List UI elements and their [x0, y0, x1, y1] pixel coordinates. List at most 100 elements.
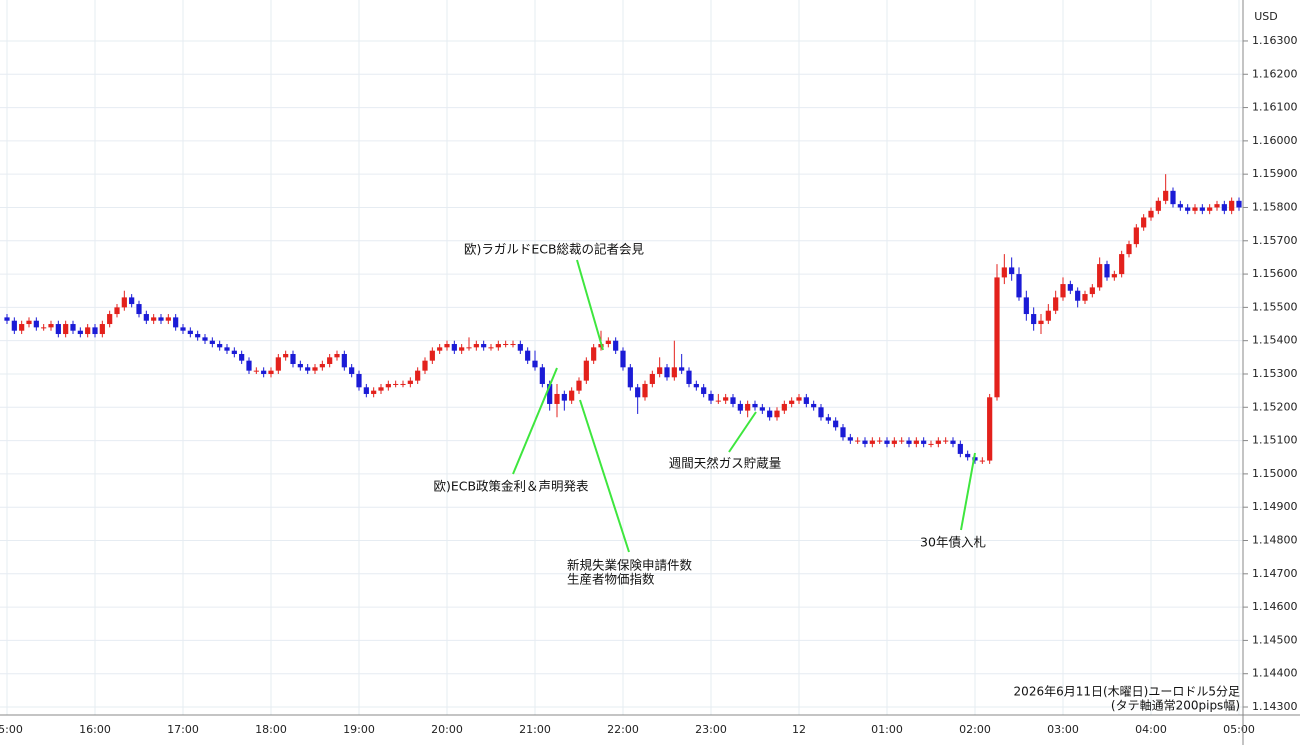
candle-body [737, 403, 743, 411]
candle-body [539, 367, 545, 384]
candle-body [1221, 204, 1227, 211]
candle-body [554, 393, 560, 404]
candle-body [1214, 204, 1220, 208]
candle-body [378, 387, 384, 391]
candle-body [1111, 274, 1117, 278]
candle-body [107, 314, 113, 325]
candle-body [473, 344, 479, 348]
x-tick-label: 22:00 [607, 723, 639, 736]
candle-body [664, 367, 670, 378]
candle-body [187, 330, 193, 335]
x-tick-label: 02:00 [959, 723, 991, 736]
candle-body [41, 327, 47, 329]
candle-body [217, 344, 223, 348]
candle-body [935, 440, 941, 444]
y-tick-label: 1.16200 [1252, 67, 1298, 80]
candle-body [847, 437, 853, 441]
candle-body [173, 317, 179, 328]
candle-body [92, 327, 98, 335]
candle-body [891, 440, 897, 444]
candle-body [19, 324, 25, 331]
y-tick-label: 1.14400 [1252, 667, 1298, 680]
candle-body [583, 360, 589, 381]
y-tick-label: 1.15700 [1252, 234, 1298, 247]
candle-body [569, 390, 575, 401]
y-tick-label: 1.14600 [1252, 600, 1298, 613]
candle-body [759, 407, 765, 411]
candle-body [1155, 200, 1161, 211]
candle-body [730, 397, 736, 404]
annotation: 欧)ECB政策金利＆声明発表 [433, 479, 589, 494]
candle-body [620, 350, 626, 368]
candle-body [1185, 207, 1191, 211]
candle-body [649, 373, 655, 384]
x-tick-label: 15:00 [0, 723, 23, 736]
candle-body [701, 387, 707, 394]
candle-body [627, 367, 633, 388]
candle-body [613, 340, 619, 351]
footnote: (タテ軸通常200pips幅) [1111, 698, 1240, 713]
candle-body [767, 410, 773, 418]
candle-body [1133, 227, 1139, 245]
candle-body [840, 427, 846, 438]
candle-body [129, 297, 135, 305]
candle-body [855, 440, 861, 442]
x-tick-label: 05:00 [1223, 723, 1255, 736]
candle-body [495, 344, 501, 348]
candle-body [261, 370, 267, 374]
candle-body [818, 407, 824, 418]
candle-body [1236, 200, 1242, 208]
y-tick-label: 1.15600 [1252, 267, 1298, 280]
candle-body [1075, 290, 1081, 301]
candle-body [400, 383, 406, 385]
x-tick-label: 17:00 [167, 723, 199, 736]
candle-body [407, 380, 413, 384]
candle-body [965, 453, 971, 458]
candle-body [253, 370, 259, 372]
candle-body [532, 360, 538, 368]
candle-body [1163, 190, 1169, 201]
candle-body [1229, 200, 1235, 211]
candle-body [121, 297, 127, 308]
candle-body [1207, 207, 1213, 211]
y-tick-label: 1.14900 [1252, 500, 1298, 513]
x-tick-label: 23:00 [695, 723, 727, 736]
candle-body [1192, 207, 1198, 211]
y-tick-label: 1.15500 [1252, 300, 1298, 313]
annotation-line [576, 259, 604, 351]
candle-body [693, 383, 699, 388]
candle-body [1053, 297, 1059, 311]
candle-body [481, 344, 487, 348]
candle-body [283, 354, 289, 358]
candle-body [789, 400, 795, 404]
candle-body [642, 383, 648, 398]
candle-body [422, 360, 428, 371]
candle-body [327, 357, 333, 364]
candle-body [195, 334, 201, 338]
candle-body [825, 417, 831, 421]
candle-body [4, 317, 10, 321]
candle-body [158, 317, 164, 321]
candle-body [979, 460, 985, 462]
candle-body [862, 440, 868, 444]
candle-body [803, 397, 809, 404]
candle-body [437, 347, 443, 351]
y-tick-label: 1.16000 [1252, 134, 1298, 147]
annotation: 30年債入札 [920, 535, 986, 550]
candle-body [1031, 314, 1037, 325]
candle-body [1199, 207, 1205, 211]
annotation-line [728, 411, 757, 453]
candle-body [972, 457, 978, 461]
annotation: 週間天然ガス貯蔵量 [669, 456, 782, 471]
candle-body [1060, 284, 1066, 298]
candle-body [385, 383, 391, 388]
y-tick-label: 1.14700 [1252, 567, 1298, 580]
candle-body [275, 357, 281, 371]
annotation-line [579, 399, 630, 553]
candle-body [319, 363, 325, 368]
candle-body [503, 344, 509, 346]
candle-body [906, 440, 912, 444]
candle-body [393, 383, 399, 385]
